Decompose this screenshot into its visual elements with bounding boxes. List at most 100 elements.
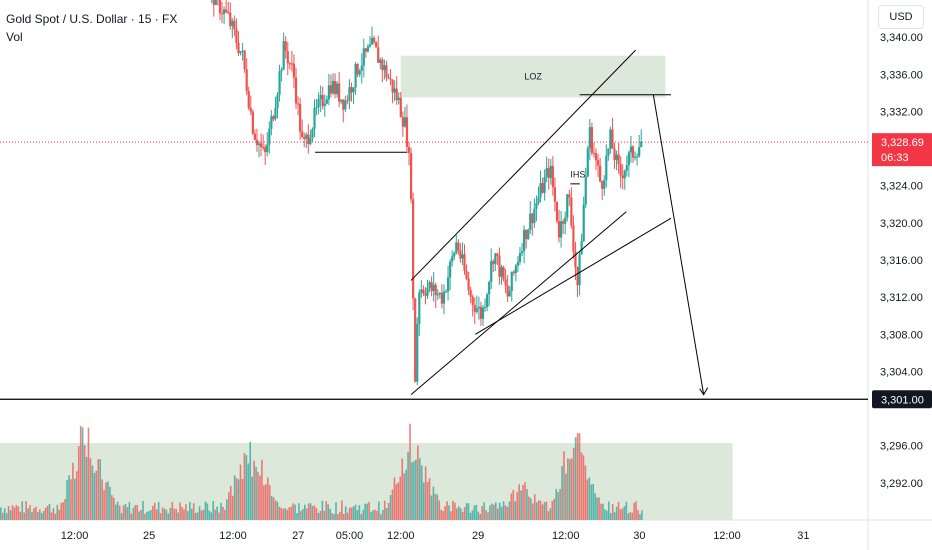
price-tick-label: 3,292.00 [880, 478, 923, 490]
candle-body [251, 111, 254, 134]
volume-label[interactable]: Vol [6, 30, 23, 44]
volume-bar [454, 502, 456, 520]
candle-body [471, 296, 474, 305]
volume-bar [609, 512, 612, 520]
candle-body [594, 153, 598, 161]
candle-body [446, 277, 450, 292]
candle-body [407, 147, 411, 154]
candle-body [239, 51, 242, 53]
volume-bar [64, 498, 66, 520]
volume-bar [60, 502, 63, 520]
candle-body [284, 41, 287, 52]
candle-body [582, 204, 585, 242]
time-tick-label: 12:00 [387, 530, 415, 542]
candle-body [366, 46, 370, 52]
volume-bar [11, 505, 14, 520]
candle-body [533, 208, 536, 224]
volume-bar [83, 445, 86, 520]
volume-bar [395, 484, 398, 520]
candle-body [512, 271, 515, 274]
candle-body [315, 107, 318, 109]
volume-bar [323, 510, 326, 520]
volume-bar [62, 502, 64, 520]
candle-body [282, 41, 285, 70]
volume-bar [631, 512, 633, 520]
candle-body [257, 143, 261, 146]
candle-body [428, 282, 431, 288]
volume-bar [623, 506, 626, 520]
candle-body [241, 50, 244, 52]
volume-bar [405, 469, 407, 520]
candle-body [518, 253, 522, 262]
volume-bar [510, 493, 513, 520]
volume-bar [300, 511, 302, 520]
volume-bar [512, 489, 515, 520]
time-scale[interactable]: 12:00 25 12:00 27 05:00 12:00 29 12:00 30 12:00 31 [61, 530, 810, 542]
volume-bar [317, 513, 320, 520]
volume-bar [189, 502, 191, 520]
candle-body [229, 12, 232, 27]
candle-body [603, 179, 606, 189]
volume-bar [15, 504, 18, 520]
volume-bar [1, 512, 4, 520]
candle-body [467, 278, 470, 291]
volume-bar [576, 433, 579, 520]
volume-bar [307, 503, 310, 520]
volume-bar [555, 488, 557, 520]
volume-bar [339, 511, 341, 520]
volume-bar [187, 511, 189, 520]
volume-bar [33, 508, 35, 520]
candle-body [299, 103, 302, 132]
candle-body [430, 282, 433, 292]
candle-body [496, 253, 499, 256]
volume-bar [356, 510, 359, 520]
symbol-title[interactable]: Gold Spot / U.S. Dollar · 15 · FX [6, 12, 178, 26]
candle-body [543, 176, 546, 193]
volume-bar [528, 496, 530, 520]
volume-bar [553, 498, 556, 520]
volume-bar [116, 501, 119, 520]
price-scale[interactable]: 3,340.003,336.003,332.003,328.003,324.00… [872, 32, 932, 490]
price-tick-label: 3,296.00 [880, 441, 923, 453]
volume-bar [309, 503, 312, 520]
candle-body [344, 100, 347, 110]
time-tick-label: 12:00 [61, 530, 89, 542]
volume-bar [304, 504, 306, 520]
volume-bar [313, 505, 316, 520]
volume-bar [592, 483, 595, 520]
volume-bar [516, 491, 519, 520]
candle-body [375, 42, 378, 48]
volume-bar [450, 511, 452, 520]
volume-bar [485, 510, 487, 520]
time-tick-label: 12:00 [552, 530, 580, 542]
candle-body [309, 138, 312, 145]
price-tick-label: 3,340.00 [880, 32, 923, 44]
volume-bar [144, 513, 146, 520]
candle-body [424, 293, 427, 296]
candle-body [397, 97, 400, 100]
volume-bar [99, 459, 101, 520]
loz-label: LOZ [524, 72, 542, 82]
candle-body [568, 194, 571, 198]
volume-bar [479, 513, 481, 520]
volume-bar [48, 503, 51, 520]
volume-bar [179, 502, 181, 520]
volume-bar [430, 495, 433, 520]
volume-bar [175, 508, 177, 520]
candle-body [235, 29, 238, 43]
candle-body [629, 146, 633, 153]
currency-button[interactable]: USD [878, 5, 924, 29]
candle-body [338, 83, 341, 102]
price-tick-label: 3,332.00 [880, 106, 923, 118]
volume-bar [422, 482, 425, 520]
loz-zone [400, 55, 666, 98]
volume-bar [532, 503, 534, 520]
candle-body [356, 63, 359, 75]
volume-bar [545, 501, 548, 520]
volume-bar [341, 500, 343, 520]
volume-bar [97, 459, 100, 520]
volume-bar [434, 493, 437, 520]
candle-body [449, 261, 452, 278]
candle-body [323, 103, 326, 107]
